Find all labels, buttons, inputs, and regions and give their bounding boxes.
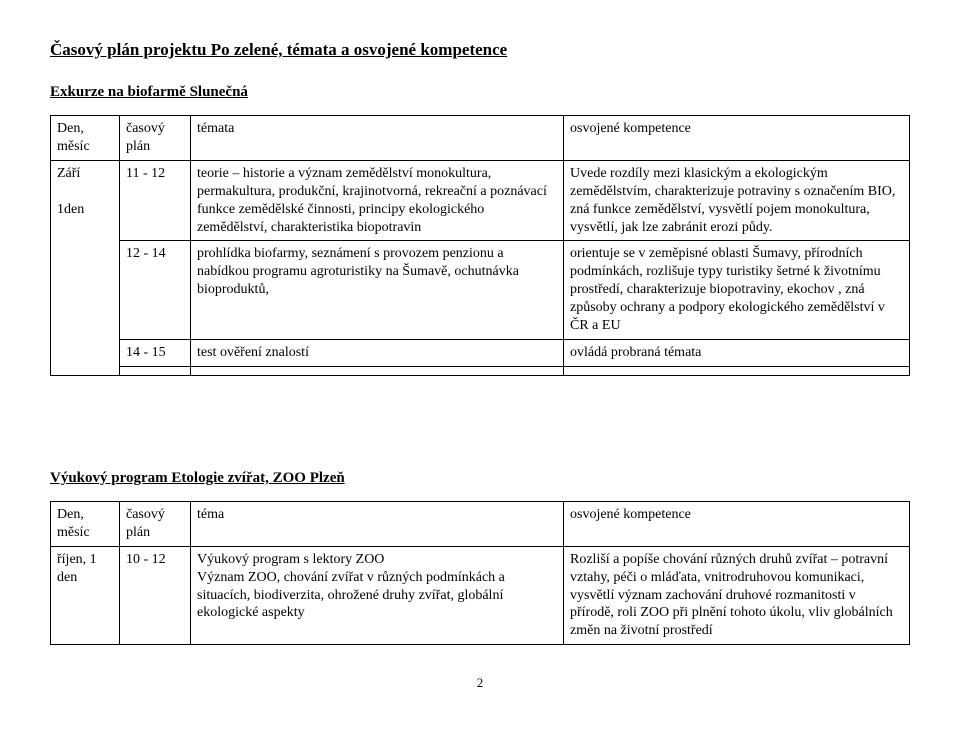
section2-heading: Výukový program Etologie zvířat, ZOO Plz… [50,470,910,487]
cell-comp: orientuje se v zeměpisné oblasti Šumavy,… [564,241,910,340]
section1-heading: Exkurze na biofarmě Slunečná [50,84,910,101]
cell-topic: prohlídka biofarmy, seznámení s provozem… [191,241,564,340]
cell-topic [191,366,564,375]
col-header-den-mesic: Den, měsíc [51,116,120,161]
document-title: Časový plán projektu Po zelené, témata a… [50,40,910,60]
col-header-den-mesic: Den, měsíc [51,501,120,546]
cell-topic: test ověření znalostí [191,339,564,366]
table-header-row: Den, měsíc časový plán téma osvojené kom… [51,501,910,546]
section1-table: Den, měsíc časový plán témata osvojené k… [50,115,910,376]
cell-plan: 12 - 14 [120,241,191,340]
col-header-casovy-plan: časový plán [120,501,191,546]
table-header-row: Den, měsíc časový plán témata osvojené k… [51,116,910,161]
col-header-kompetence: osvojené kompetence [564,501,910,546]
cell-comp [564,366,910,375]
cell-topic: teorie – historie a význam zemědělství m… [191,160,564,241]
table-row: 12 - 14 prohlídka biofarmy, seznámení s … [51,241,910,340]
cell-comp: Rozliší a popíše chování různých druhů z… [564,546,910,645]
section2-table: Den, měsíc časový plán téma osvojené kom… [50,501,910,645]
col-header-temata: témata [191,116,564,161]
col-header-tema: téma [191,501,564,546]
cell-plan [120,366,191,375]
cell-plan: 10 - 12 [120,546,191,645]
table-row [51,366,910,375]
cell-den-mesic: Září 1den [51,160,120,375]
col-header-casovy-plan: časový plán [120,116,191,161]
col-header-kompetence: osvojené kompetence [564,116,910,161]
page-number: 2 [50,675,910,691]
cell-comp: ovládá probraná témata [564,339,910,366]
table-row: 14 - 15 test ověření znalostí ovládá pro… [51,339,910,366]
table-row: říjen, 1 den 10 - 12 Výukový program s l… [51,546,910,645]
cell-plan: 11 - 12 [120,160,191,241]
cell-plan: 14 - 15 [120,339,191,366]
cell-den-mesic: říjen, 1 den [51,546,120,645]
cell-comp: Uvede rozdíly mezi klasickým a ekologick… [564,160,910,241]
cell-topic: Výukový program s lektory ZOO Význam ZOO… [191,546,564,645]
table-row: Září 1den 11 - 12 teorie – historie a vý… [51,160,910,241]
